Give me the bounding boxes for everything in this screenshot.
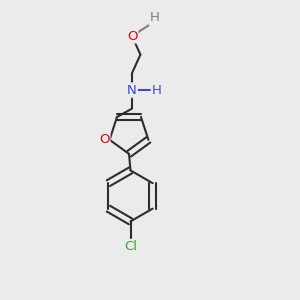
Text: N: N xyxy=(127,83,137,97)
Text: O: O xyxy=(99,133,110,146)
Text: H: H xyxy=(150,11,160,24)
Text: O: O xyxy=(127,29,137,43)
Text: Cl: Cl xyxy=(124,240,137,253)
Text: H: H xyxy=(152,83,162,97)
